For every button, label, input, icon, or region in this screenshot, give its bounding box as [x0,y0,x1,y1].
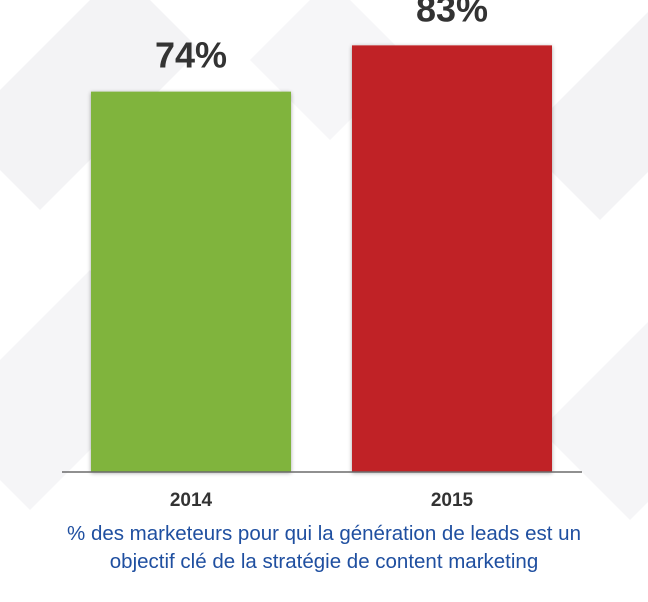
category-label-2015: 2015 [431,490,474,511]
value-label-2015: 83% [416,0,488,29]
bars-layer [91,45,552,472]
chart-caption-line-2: objectif clé de la stratégie de content … [109,550,539,573]
chart-caption-line-1: % des marketeurs pour qui la génération … [67,522,581,545]
background-diamond-center [250,0,410,140]
bar-2015 [352,45,552,472]
value-label-2014: 74% [155,35,227,76]
labels-layer: 74% 2014 83% 2015 [155,0,488,511]
category-label-2014: 2014 [170,490,213,511]
bar-2014 [91,91,291,472]
background-diamond-bottom-right [540,322,648,520]
